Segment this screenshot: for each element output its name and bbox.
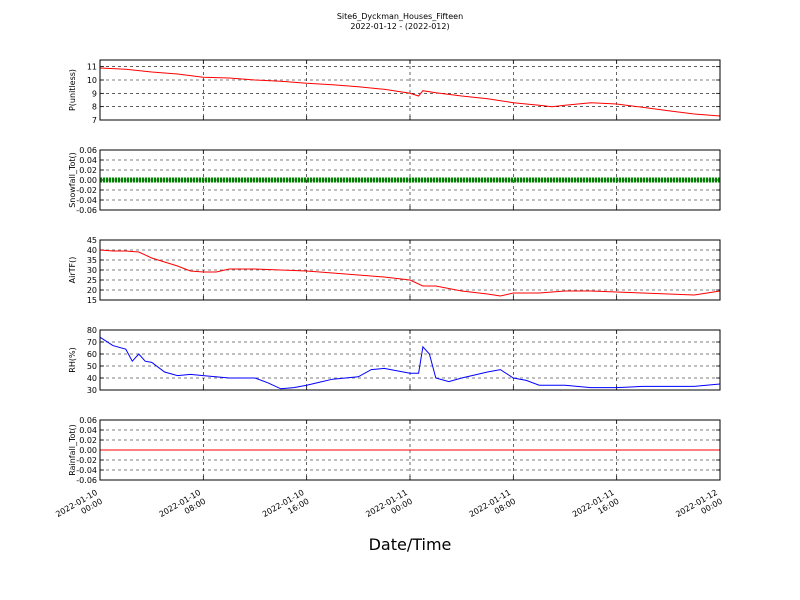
y-tick-label: 80 xyxy=(87,326,97,335)
y-tick-label: -0.06 xyxy=(76,206,97,215)
y-tick-label: 35 xyxy=(87,256,97,265)
y-tick-label: 9 xyxy=(92,89,97,98)
x-axis-label: Date/Time xyxy=(369,535,452,554)
y-tick-label: 15 xyxy=(87,296,97,305)
panels: 7891011P(unitless)-0.06-0.04-0.020.000.0… xyxy=(54,59,724,528)
y-tick-label: 30 xyxy=(87,266,97,275)
x-tick-label: 2022-01-1016:00 xyxy=(261,488,311,528)
panel-5: -0.06-0.04-0.020.000.020.040.06Rainfall_… xyxy=(68,416,721,485)
y-tick-label: 20 xyxy=(87,286,97,295)
panel-2: -0.06-0.04-0.020.000.020.040.06Snowfall_… xyxy=(68,146,721,215)
y-axis-label: AirTF() xyxy=(68,257,77,284)
y-axis-label: RH(%) xyxy=(68,347,77,372)
y-tick-label: 70 xyxy=(87,338,97,347)
series-line xyxy=(99,67,721,117)
y-tick-label: -0.02 xyxy=(76,186,97,195)
y-tick-label: -0.04 xyxy=(76,466,97,475)
y-tick-label: 50 xyxy=(87,362,97,371)
y-tick-label: 45 xyxy=(87,236,97,245)
x-tick-label: 2022-01-1000:00 xyxy=(54,488,104,528)
y-tick-label: -0.04 xyxy=(76,196,97,205)
y-tick-label: 60 xyxy=(87,350,97,359)
y-tick-label: 7 xyxy=(92,116,97,125)
plot-frame xyxy=(99,419,721,481)
plot-frame xyxy=(99,239,721,301)
y-tick-label: 0.02 xyxy=(79,166,97,175)
y-tick-label: 11 xyxy=(87,63,97,72)
y-tick-label: 0.06 xyxy=(79,146,97,155)
y-tick-label: 30 xyxy=(87,386,97,395)
y-tick-label: 0.02 xyxy=(79,436,97,445)
y-tick-label: 0.00 xyxy=(79,446,97,455)
y-tick-label: 0.06 xyxy=(79,416,97,425)
series-line xyxy=(99,336,721,390)
y-tick-label: 8 xyxy=(92,103,97,112)
y-tick-label: -0.02 xyxy=(76,456,97,465)
plot-frame xyxy=(99,149,721,211)
figure-title: Site6_Dyckman_Houses_Fifteen xyxy=(337,12,463,21)
y-axis-label: P(unitless) xyxy=(68,69,77,111)
y-tick-label: 25 xyxy=(87,276,97,285)
plot-frame xyxy=(99,329,721,391)
x-tick-label: 2022-01-1116:00 xyxy=(571,488,621,528)
y-tick-label: 40 xyxy=(87,246,97,255)
series-line xyxy=(99,249,721,297)
y-axis-label: Snowfall_Tot() xyxy=(68,152,77,208)
panel-1: 7 8 9 10 11 P(unitless) xyxy=(68,59,721,125)
y-tick-label: 0.00 xyxy=(79,176,97,185)
y-tick-label: 10 xyxy=(87,76,97,85)
y-tick-label: 0.04 xyxy=(79,156,97,165)
x-tick-labels: 2022-01-1000:00 2022-01-1008:00 2022-01-10… xyxy=(54,488,724,528)
x-tick-label: 2022-01-1108:00 xyxy=(468,488,518,528)
panel-4: 30 40 50 60 70 80 RH(%) xyxy=(68,326,721,395)
y-axis-label: Rainfall_Tot() xyxy=(68,424,77,476)
y-tick-label: 0.04 xyxy=(79,426,97,435)
figure-subtitle: 2022-01-12 - (2022-012) xyxy=(350,22,449,31)
x-tick-label: 2022-01-1100:00 xyxy=(364,488,414,528)
x-tick-label: 2022-01-1200:00 xyxy=(674,488,724,528)
x-tick-label: 2022-01-1008:00 xyxy=(158,488,208,528)
y-tick-label: -0.06 xyxy=(76,476,97,485)
y-tick-label: 40 xyxy=(87,374,97,383)
plot-frame xyxy=(99,59,721,121)
